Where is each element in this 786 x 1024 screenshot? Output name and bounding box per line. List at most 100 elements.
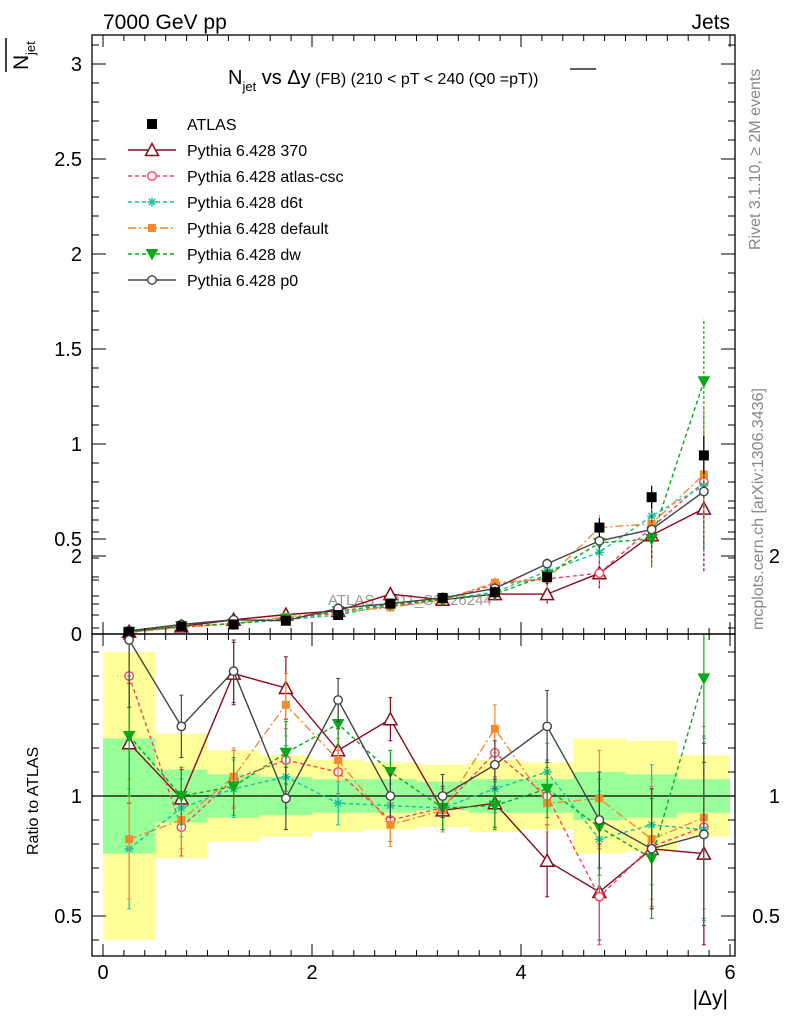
legend-entry: Pythia 6.428 d6t [128, 195, 303, 212]
ratio-point [384, 767, 397, 779]
title-pt: pT [509, 71, 528, 88]
series-point [646, 524, 657, 535]
ratio-point [124, 635, 135, 645]
ratio-point [594, 815, 605, 825]
axes: 0 2 4 6 0 0.5 1 1.5 2 2.5 3 0.5 0.5 1 1 2 2 [54, 34, 780, 984]
data-point [124, 627, 135, 638]
series-point [647, 519, 656, 528]
series-point [594, 536, 605, 546]
ratio-point [382, 711, 399, 726]
x-axis-label: |Δy| [693, 987, 728, 1010]
series-line [129, 381, 705, 633]
series-point [542, 558, 553, 569]
legend-marker [144, 141, 160, 157]
title-fb: (FB) [311, 71, 347, 88]
atlas-data [124, 436, 709, 638]
legend-label: Pythia 6.428 default [187, 221, 329, 238]
title-n-sub: jet [241, 79, 256, 94]
ratio-series-line [128, 678, 705, 860]
svg-text:Njet vs Δy (FB) (210 < pT < 24: Njet vs Δy (FB) (210 < pT < 240 (Q0 =pT)… [228, 67, 538, 94]
ratio-point [437, 791, 448, 801]
ratio-y-tick-label: 0.5 [54, 906, 82, 928]
legend-label: Pythia 6.428 370 [187, 143, 307, 160]
ratio-point [594, 891, 605, 902]
legend-entry: Pythia 6.428 atlas-csc [128, 169, 344, 186]
y-tick-label: 1.5 [54, 339, 82, 361]
ratio-y-tick-label-right: 0.5 [752, 906, 780, 928]
ratio-series-line [128, 675, 705, 898]
main-ylabel-sub: jet [23, 41, 38, 56]
y-tick-label: 2.5 [54, 149, 82, 171]
rivet-label: Rivet 3.1.10, ≥ 2M events [747, 69, 764, 250]
series-point [594, 568, 605, 579]
ratio-y-tick-label-right: 1 [769, 786, 780, 808]
ratio-series-5 [124, 633, 709, 927]
series-point [539, 586, 555, 601]
ratio-point [490, 724, 499, 733]
x-tick-label: 2 [306, 962, 317, 984]
series-point [698, 486, 709, 497]
title-range: (210 < pT < 240 (Q0 = [346, 71, 509, 88]
legend-label: ATLAS [187, 117, 237, 134]
legend-marker [148, 224, 156, 232]
ratio-point [227, 781, 240, 793]
legend-entry: Pythia 6.428 dw [128, 247, 301, 264]
ratio-point [542, 721, 553, 732]
ratio-point [175, 791, 188, 803]
ratio-point [280, 793, 291, 804]
star-arm [334, 799, 342, 807]
y-tick-label: 0 [71, 624, 82, 646]
legend-entry: Pythia 6.428 default [128, 221, 329, 238]
ratio-frame [91, 633, 736, 957]
series-point [697, 376, 711, 388]
legend-marker [147, 275, 157, 285]
data-point [333, 610, 344, 620]
series-point [645, 534, 658, 546]
ratio-point [646, 843, 657, 854]
ratio-point [698, 829, 709, 840]
ratio-point [279, 747, 293, 760]
main-ylabel-n: N [10, 55, 33, 70]
y-tick-label: 0.5 [54, 529, 82, 551]
y-tick-label: 2 [71, 244, 82, 266]
ratio-point [539, 852, 555, 868]
ratio-point [386, 820, 395, 829]
data-point [437, 592, 448, 603]
legend-marker [147, 171, 157, 181]
legend-label: Pythia 6.428 p0 [187, 273, 298, 290]
legend-entry: Pythia 6.428 370 [128, 141, 307, 160]
series-4 [122, 318, 711, 639]
main-plot [121, 318, 712, 639]
data-point [646, 492, 657, 503]
series-line [129, 473, 705, 634]
ratio-y-tick-label: 1 [71, 786, 82, 808]
title-vs: vs Δy [256, 67, 310, 89]
data-point [385, 598, 396, 609]
ratio-point [122, 731, 136, 743]
legend-marker [147, 197, 157, 207]
series-line [129, 490, 705, 632]
data-point [594, 522, 605, 533]
legend-marker [145, 249, 159, 261]
y-tick-label: 3 [71, 54, 82, 76]
title-n: N [228, 67, 242, 89]
main-ylabel: N jet [5, 38, 38, 72]
series-line [129, 507, 705, 633]
legend-label: Pythia 6.428 dw [187, 247, 301, 264]
legend-entry: ATLAS [147, 117, 237, 134]
header-left: 7000 GeV pp [103, 11, 227, 34]
ratio-series-line [128, 639, 705, 850]
ratio-point [488, 800, 502, 813]
legend-marker [147, 119, 157, 129]
ratio-point [176, 721, 187, 732]
star-arm [148, 198, 156, 206]
ratio-y-tick-label-right: 2 [769, 546, 780, 568]
legend-label: Pythia 6.428 atlas-csc [187, 169, 344, 186]
x-tick-label: 6 [724, 962, 735, 984]
title-close: )) [528, 71, 539, 88]
data-point [228, 619, 239, 630]
ratio-point [489, 759, 500, 770]
x-tick-label: 0 [97, 962, 108, 984]
y-tick-label: 1 [71, 434, 82, 456]
